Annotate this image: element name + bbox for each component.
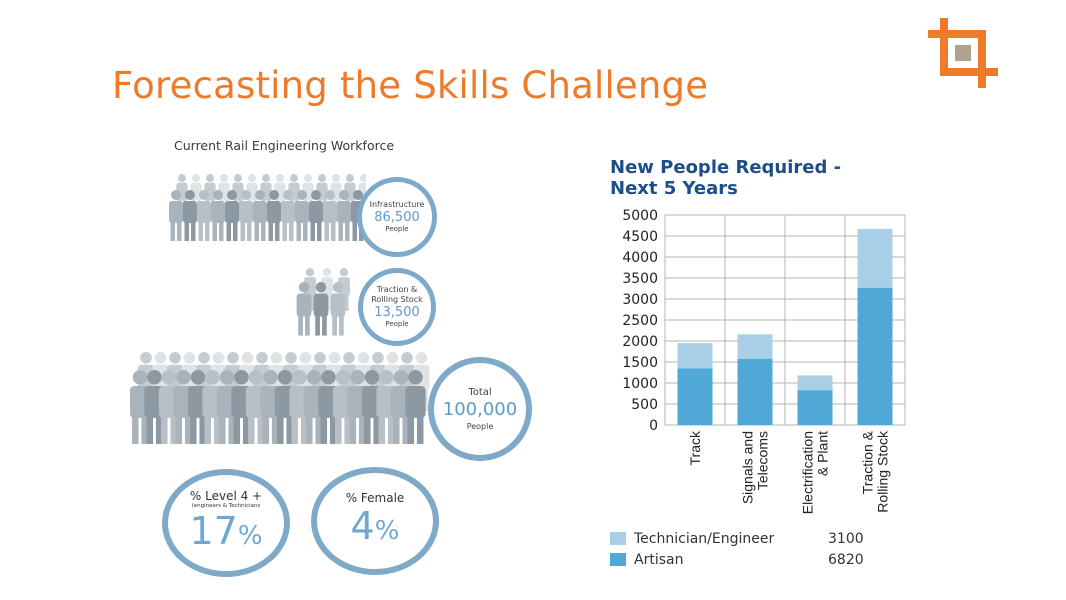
x-tick-label: Traction & Rolling Stock xyxy=(860,430,891,513)
level4-label: % Level 4 + xyxy=(189,489,263,503)
person-icon xyxy=(253,190,267,241)
chart-legend: Technician/Engineer 3100 Artisan 6820 xyxy=(610,528,888,570)
level4-percent-sign: % xyxy=(237,521,263,551)
y-tick-label: 1500 xyxy=(622,355,658,371)
bar-Artisan xyxy=(737,358,773,425)
total-crowd xyxy=(130,352,430,444)
person-icon xyxy=(169,190,183,241)
stacked-bar-chart: 0 500 1000 1500 2000 2500 3000 3500 4000 4500 5000… xyxy=(622,208,906,514)
female-value: 4% xyxy=(351,505,400,552)
female-circle: % Female 4% xyxy=(311,467,439,575)
person-icon xyxy=(309,190,323,241)
person-icon xyxy=(295,190,309,241)
legend-swatch xyxy=(610,532,626,545)
person-icon xyxy=(225,190,239,241)
svg-text:Track: Track xyxy=(687,430,703,465)
y-tick-label: 5000 xyxy=(622,208,658,224)
y-tick-label: 500 xyxy=(631,397,658,413)
chart-title-line2: Next 5 Years xyxy=(610,178,738,199)
y-tick-label: 2500 xyxy=(622,313,658,329)
person-icon xyxy=(267,190,281,241)
workforce-title: Current Rail Engineering Workforce xyxy=(174,138,395,153)
level4-circle: % Level 4 + (engineers & Technicians 17% xyxy=(162,469,290,577)
total-circle: Total 100,000 People xyxy=(428,357,532,461)
total-label: Total xyxy=(468,386,492,398)
y-tick-label: 4000 xyxy=(622,250,658,266)
person-icon xyxy=(281,190,295,241)
crop-icon xyxy=(928,18,998,88)
person-icon xyxy=(330,282,346,336)
traction-circle: Traction & Rolling Stock 13,500 People xyxy=(358,268,436,346)
bar-Artisan xyxy=(857,287,893,425)
legend-total: 6820 xyxy=(828,551,864,568)
person-icon xyxy=(323,190,337,241)
svg-text:Rolling Stock: Rolling Stock xyxy=(875,430,891,513)
level4-number: 17 xyxy=(189,509,238,553)
person-icon xyxy=(239,190,253,241)
person-icon xyxy=(211,190,225,241)
bar-Artisan xyxy=(797,390,833,425)
female-number: 4 xyxy=(350,503,375,548)
traction-crowd xyxy=(296,268,350,336)
bar-Artisan xyxy=(677,368,713,425)
infrastructure-circle: Infrastructure 86,500 People xyxy=(357,177,437,257)
infrastructure-crowd xyxy=(169,174,366,241)
x-tick-label: Electrification & Plant xyxy=(800,431,831,514)
legend-total: 3100 xyxy=(828,530,864,547)
legend-item: Technician/Engineer 3100 xyxy=(610,528,888,549)
legend-label: Artisan xyxy=(634,551,684,568)
infrastructure-label: Infrastructure xyxy=(369,200,425,209)
x-tick-label: Track xyxy=(687,430,703,465)
chart-title: New People Required - Next 5 Years xyxy=(610,157,841,199)
legend-swatch xyxy=(610,553,626,566)
traction-value: 13,500 xyxy=(374,305,420,320)
person-icon xyxy=(296,282,312,336)
female-label: % Female xyxy=(345,490,405,505)
svg-text:& Plant: & Plant xyxy=(815,431,831,476)
bar-Technician/Engineer xyxy=(737,334,773,359)
legend-label: Technician/Engineer xyxy=(634,530,775,547)
y-tick-label: 4500 xyxy=(622,229,658,245)
bar-Technician/Engineer xyxy=(857,228,893,288)
svg-text:Signals and: Signals and xyxy=(740,431,756,504)
svg-text:Telecoms: Telecoms xyxy=(755,431,771,490)
total-unit: People xyxy=(466,421,494,431)
legend-item: Artisan 6820 xyxy=(610,549,888,570)
female-percent-sign: % xyxy=(374,515,400,546)
person-icon xyxy=(197,190,211,241)
y-tick-label: 2000 xyxy=(622,334,658,350)
person-icon xyxy=(183,190,197,241)
traction-label-line2: Rolling Stock xyxy=(371,295,423,304)
bar-Technician/Engineer xyxy=(677,343,713,369)
traction-unit: People xyxy=(385,320,409,328)
total-value: 100,000 xyxy=(442,398,518,420)
chart-title-line1: New People Required - xyxy=(610,157,842,178)
svg-text:Electrification: Electrification xyxy=(800,431,816,514)
person-icon xyxy=(313,282,329,336)
y-tick-label: 3500 xyxy=(622,271,658,287)
svg-text:Traction &: Traction & xyxy=(860,430,876,494)
infrastructure-value: 86,500 xyxy=(374,210,420,225)
level4-value: 17% xyxy=(189,510,262,557)
infrastructure-unit: People xyxy=(385,225,409,233)
slide-title: Forecasting the Skills Challenge xyxy=(112,64,709,107)
bar-Technician/Engineer xyxy=(797,375,833,391)
person-icon xyxy=(405,370,426,444)
y-tick-label: 0 xyxy=(649,418,658,434)
x-tick-label: Signals and Telecoms xyxy=(740,431,771,504)
level4-sublabel: (engineers & Technicians xyxy=(191,503,261,509)
traction-label-line1: Traction & xyxy=(376,285,418,294)
y-tick-label: 3000 xyxy=(622,292,658,308)
person-icon xyxy=(337,190,351,241)
y-tick-label: 1000 xyxy=(622,376,658,392)
